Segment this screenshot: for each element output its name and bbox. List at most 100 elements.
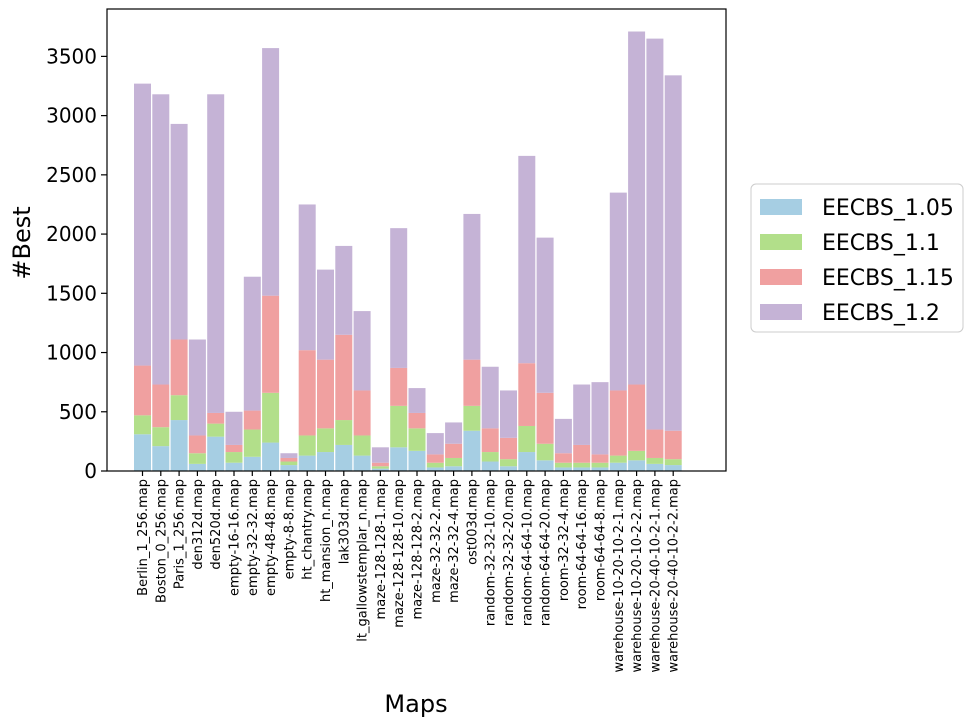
bar-eecbs-1-1-0: [134, 415, 151, 435]
bar-eecbs-1-15-17: [445, 443, 463, 458]
bar-eecbs-1-1-13: [371, 466, 389, 469]
bar-eecbs-1-1-19: [481, 452, 499, 462]
y-tick-label-0: 0: [84, 459, 97, 483]
bar-eecbs-1-2-17: [445, 422, 463, 444]
x-tick-label-14: maze-128-128-10.map: [392, 479, 407, 628]
y-axis-title: #Best: [8, 206, 36, 279]
bar-eecbs-1-05-29: [664, 465, 682, 471]
bar-eecbs-1-2-25: [591, 382, 609, 455]
y-tick-label-6: 3000: [46, 104, 97, 128]
x-tick-label-4: den520d.map: [209, 479, 224, 570]
bar-eecbs-1-15-25: [591, 454, 609, 463]
x-ticks: Berlin_1_256.map Boston_0_256.map Paris_1_…: [136, 471, 682, 673]
bar-eecbs-1-05-18: [463, 430, 481, 471]
x-tick-label-6: empty-32-32.map: [246, 479, 261, 596]
bar-eecbs-1-1-17: [445, 457, 463, 467]
x-tick-label-10: ht_mansion_n.map: [319, 479, 334, 602]
bar-eecbs-1-2-24: [573, 384, 591, 445]
bar-eecbs-1-05-5: [225, 462, 243, 471]
bar-eecbs-1-15-1: [152, 384, 170, 428]
bar-eecbs-1-1-28: [646, 457, 664, 464]
bars-layer: [134, 31, 682, 471]
legend-swatch-3: [760, 304, 802, 320]
bar-eecbs-1-2-21: [518, 155, 536, 364]
bar-eecbs-1-2-9: [298, 204, 316, 351]
bar-eecbs-1-15-24: [573, 444, 591, 463]
x-tick-label-12: lt_gallowstemplar_n.map: [356, 479, 371, 642]
bar-eecbs-1-05-17: [445, 466, 463, 471]
bar-eecbs-1-15-23: [554, 453, 572, 463]
bar-eecbs-1-15-20: [500, 437, 517, 460]
bar-eecbs-1-15-10: [317, 359, 334, 429]
y-tick-label-3: 1500: [46, 281, 97, 305]
bar-eecbs-1-05-11: [335, 444, 353, 471]
bar-eecbs-1-2-14: [390, 228, 408, 368]
y-tick-label-2: 1000: [46, 341, 97, 365]
x-tick-label-18: ost003d.map: [465, 479, 480, 565]
bar-eecbs-1-1-7: [262, 392, 280, 443]
x-tick-label-29: warehouse-20-40-10-2-2.map: [667, 479, 682, 673]
x-tick-label-22: random-64-64-20.map: [539, 479, 554, 626]
bar-eecbs-1-05-15: [408, 450, 426, 471]
bar-eecbs-1-1-26: [609, 455, 627, 463]
bar-eecbs-1-2-16: [426, 433, 444, 455]
x-tick-label-15: maze-128-128-2.map: [411, 479, 426, 619]
bar-eecbs-1-05-26: [609, 462, 627, 471]
legend: EECBS_1.05 EECBS_1.1 EECBS_1.15 EECBS_1.2: [750, 183, 964, 333]
bar-eecbs-1-05-28: [646, 463, 664, 471]
bar-eecbs-1-05-7: [262, 442, 280, 471]
x-tick-label-26: warehouse-10-20-10-2-1.map: [612, 479, 627, 673]
bar-eecbs-1-15-22: [536, 392, 554, 444]
bar-eecbs-1-05-2: [170, 420, 188, 471]
bar-eecbs-1-05-4: [207, 436, 225, 471]
bar-eecbs-1-05-23: [554, 467, 572, 471]
bar-eecbs-1-2-20: [500, 390, 517, 438]
bar-eecbs-1-2-19: [481, 366, 499, 429]
legend-swatch-1: [760, 234, 802, 250]
bar-eecbs-1-1-11: [335, 420, 353, 445]
bar-eecbs-1-15-0: [134, 365, 151, 416]
bar-eecbs-1-2-27: [628, 31, 646, 385]
bar-eecbs-1-05-12: [353, 455, 371, 471]
x-tick-label-7: empty-48-48.map: [264, 479, 279, 596]
bar-eecbs-1-15-4: [207, 412, 225, 424]
bar-eecbs-1-05-6: [243, 456, 261, 471]
bar-eecbs-1-05-22: [536, 460, 554, 471]
bar-eecbs-1-1-24: [573, 462, 591, 468]
x-tick-label-17: maze-32-32-4.map: [447, 479, 462, 603]
x-tick-label-2: Paris_1_256.map: [173, 479, 188, 589]
bar-eecbs-1-2-1: [152, 94, 170, 385]
plot-frame: [106, 8, 727, 472]
legend-label-0: EECBS_1.05: [822, 196, 954, 221]
bar-eecbs-1-1-2: [170, 395, 188, 421]
bar-eecbs-1-15-29: [664, 430, 682, 460]
bar-eecbs-1-05-9: [298, 455, 316, 471]
bar-eecbs-1-2-8: [280, 453, 298, 458]
x-tick-label-9: ht_chantry.map: [301, 479, 316, 580]
x-tick-label-11: lak303d.map: [337, 479, 352, 564]
bar-eecbs-1-15-28: [646, 429, 664, 458]
x-tick-label-23: room-32-32-4.map: [557, 479, 572, 601]
x-tick-label-27: warehouse-10-20-10-2-2.map: [630, 479, 645, 673]
x-tick-label-13: maze-128-128-1.map: [374, 479, 389, 619]
bar-eecbs-1-15-18: [463, 359, 481, 406]
bar-eecbs-1-2-4: [207, 94, 225, 413]
bar-eecbs-1-15-8: [280, 457, 298, 462]
bar-eecbs-1-15-3: [188, 435, 206, 454]
bar-eecbs-1-05-0: [134, 434, 151, 471]
x-tick-label-25: room-64-64-8.map: [594, 479, 609, 601]
bar-eecbs-1-1-22: [536, 443, 554, 461]
bar-eecbs-1-2-6: [243, 276, 261, 411]
bar-eecbs-1-2-5: [225, 411, 243, 445]
bar-eecbs-1-15-19: [481, 428, 499, 453]
bar-eecbs-1-2-11: [335, 245, 353, 335]
x-tick-label-28: warehouse-20-40-10-2-1.map: [648, 479, 663, 673]
bar-eecbs-1-1-12: [353, 435, 371, 456]
bar-eecbs-1-1-14: [390, 405, 408, 448]
legend-box: [750, 183, 964, 333]
bar-eecbs-1-15-9: [298, 350, 316, 436]
bar-eecbs-1-15-16: [426, 454, 444, 463]
bar-eecbs-1-1-20: [500, 459, 517, 467]
bar-eecbs-1-1-10: [317, 428, 334, 453]
bar-eecbs-1-1-18: [463, 405, 481, 431]
